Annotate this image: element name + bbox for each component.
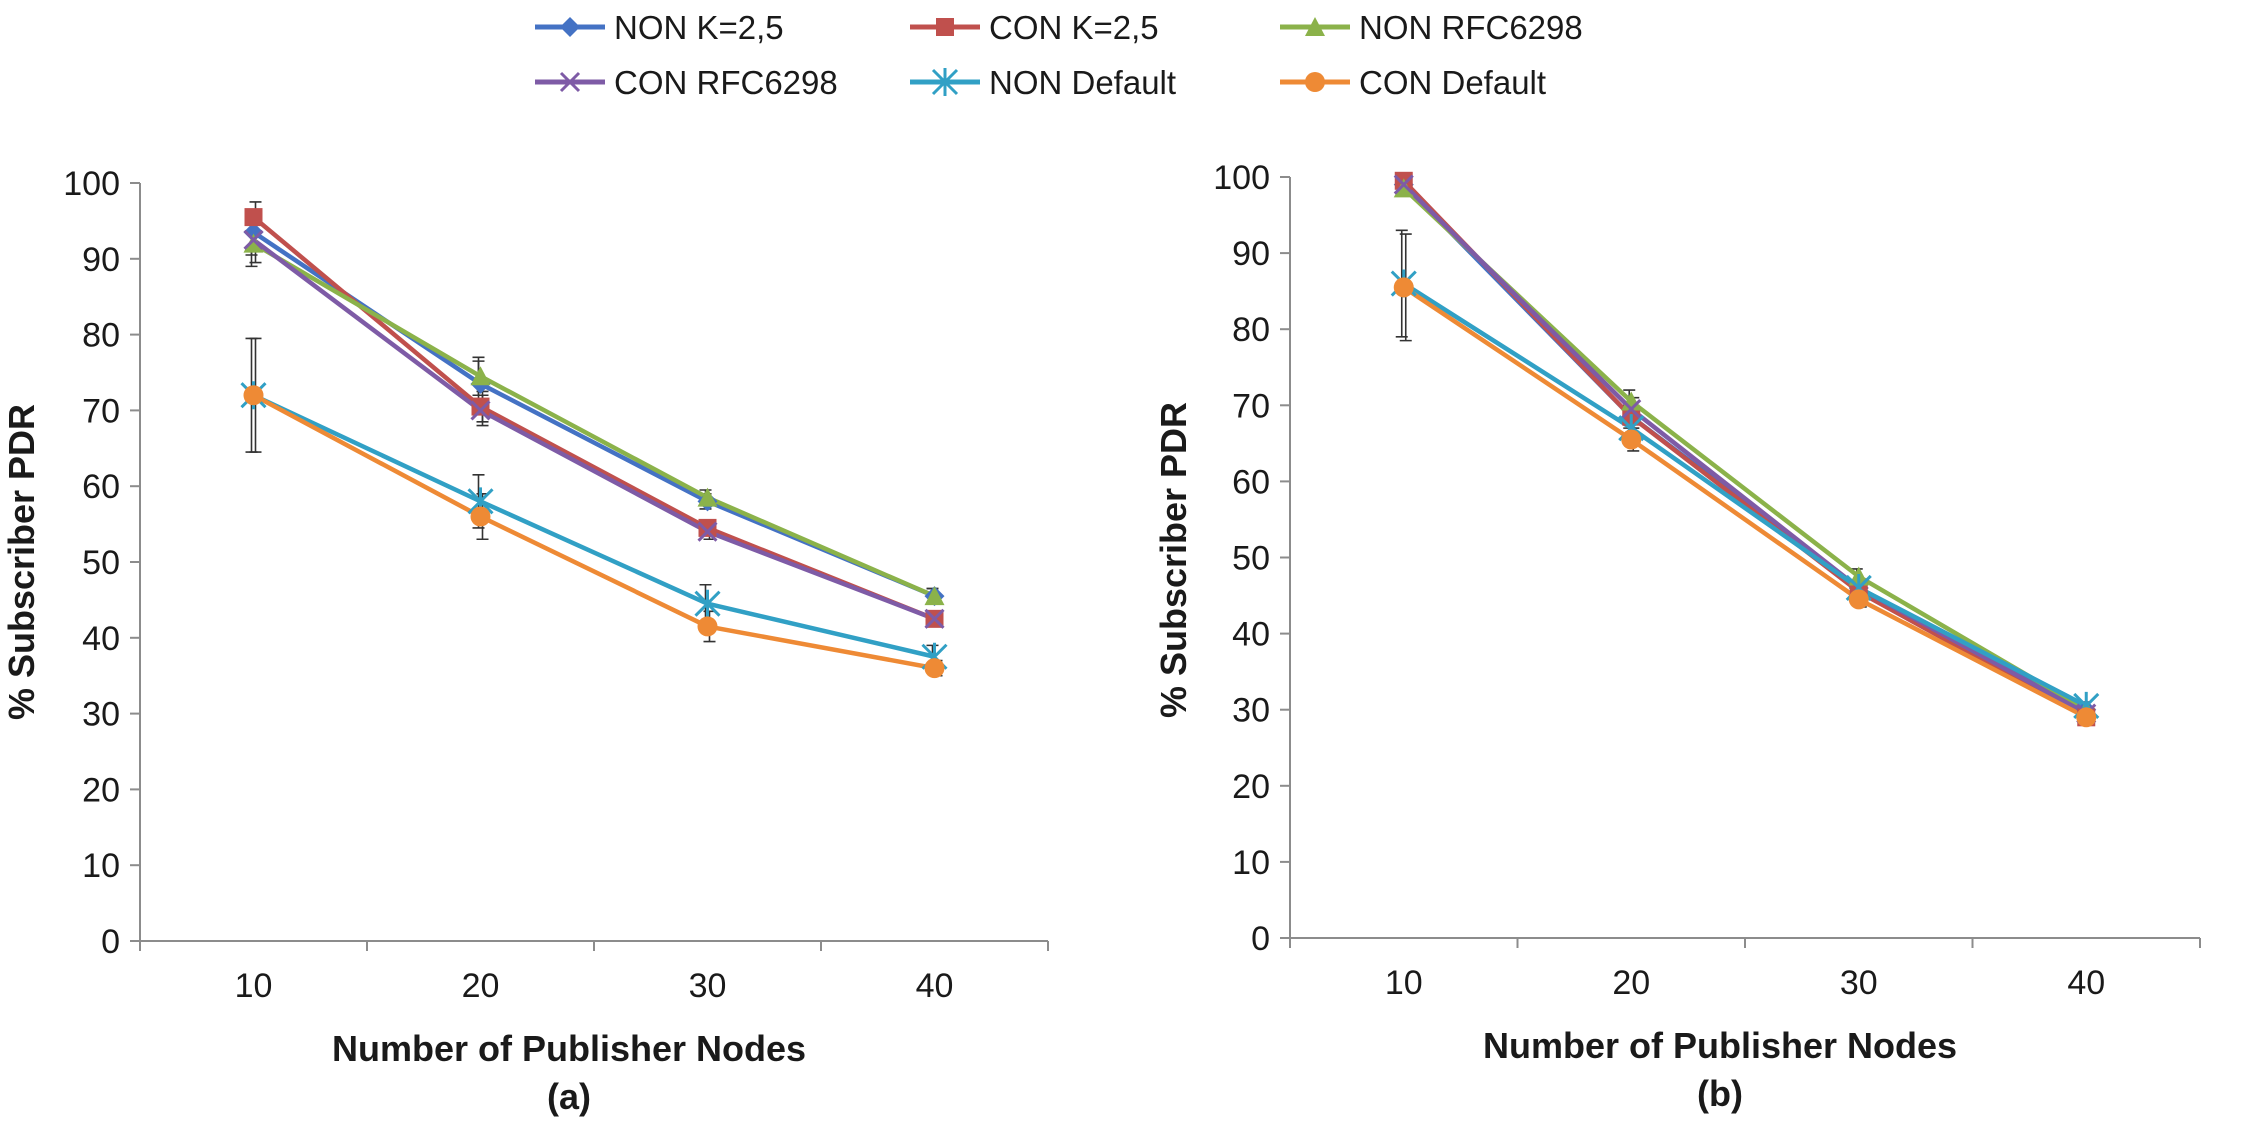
data-point-con-k-2-5 xyxy=(471,397,490,416)
data-point-con-default xyxy=(1848,589,1869,610)
data-point-con-rfc6298 xyxy=(1393,174,1414,195)
y-tick-label: 10 xyxy=(1232,844,1270,882)
y-tick-label: 70 xyxy=(1232,387,1270,425)
legend-marker-diamond-icon xyxy=(560,17,580,37)
y-tick-label: 60 xyxy=(1232,463,1270,501)
legend-marker-star-icon xyxy=(931,68,959,96)
series-line-con-default xyxy=(1402,285,2088,720)
y-tick-label: 0 xyxy=(101,923,120,961)
data-point-non-rfc6298 xyxy=(1393,178,1414,198)
y-tick-label: 30 xyxy=(82,696,120,734)
chart-a: 0 10 20 30 40 50 60 70 80 90 100 10 20 30 40 Number of … xyxy=(1,165,1049,1117)
y-tick-label: 90 xyxy=(82,241,120,279)
y-tick-label: 30 xyxy=(1232,692,1270,730)
data-point-con-rfc6298 xyxy=(243,229,264,250)
data-point-con-k-2-5 xyxy=(244,208,263,227)
series-line-non-k-2-5 xyxy=(1402,183,2088,712)
legend-label: NON K=2,5 xyxy=(614,9,784,46)
legend-entry-con-k-2-5: CON K=2,5 xyxy=(910,9,1159,46)
y-axis-title: % Subscriber PDR xyxy=(1,404,42,720)
y-tick-label: 80 xyxy=(82,317,120,355)
legend-marker-x-icon xyxy=(559,71,581,93)
y-tick-label: 20 xyxy=(1232,768,1270,806)
data-point-non-default xyxy=(694,589,721,618)
x-tick-label: 30 xyxy=(689,967,727,1005)
series-markers xyxy=(1390,171,2100,728)
series-line-con-k-2-5 xyxy=(1402,179,2088,720)
series-line-non-rfc6298 xyxy=(252,241,936,599)
y-tick-label: 40 xyxy=(1232,616,1270,654)
legend-label: CON Default xyxy=(1359,64,1546,101)
data-point-con-rfc6298 xyxy=(697,521,718,542)
x-axis-title: Number of Publisher Nodes xyxy=(332,1028,806,1069)
data-point-con-rfc6298 xyxy=(470,400,491,421)
x-axis-title: Number of Publisher Nodes xyxy=(1483,1025,1957,1066)
data-point-con-default xyxy=(1393,277,1414,298)
data-point-con-default xyxy=(470,506,491,527)
series-line-non-k-2-5 xyxy=(252,230,936,599)
y-tick-label: 80 xyxy=(1232,311,1270,349)
series-line-con-default xyxy=(252,393,935,671)
legend-entry-con-rfc6298: CON RFC6298 xyxy=(535,64,838,101)
x-tick-label: 10 xyxy=(235,967,273,1005)
series-line-con-rfc6298 xyxy=(1402,183,2088,716)
series-lines xyxy=(1402,179,2088,720)
y-tick-label: 100 xyxy=(63,165,120,203)
data-point-con-rfc6298 xyxy=(1621,399,1642,420)
legend-label: CON RFC6298 xyxy=(614,64,838,101)
y-tick-label: 20 xyxy=(82,771,120,809)
y-tick-label: 50 xyxy=(1232,540,1270,578)
legend-entry-non-k-2-5: NON K=2,5 xyxy=(535,9,784,46)
y-tick-label: 50 xyxy=(82,544,120,582)
chart-caption: (b) xyxy=(1697,1073,1743,1114)
series-markers xyxy=(240,208,948,679)
x-tick-label: 20 xyxy=(462,967,500,1005)
data-point-con-default xyxy=(1621,429,1642,450)
data-point-non-k-2-5 xyxy=(243,222,264,243)
legend-marker-triangle-icon xyxy=(1305,17,1325,36)
series-line-con-rfc6298 xyxy=(252,238,936,621)
data-point-con-k-2-5 xyxy=(698,518,717,537)
data-point-non-rfc6298 xyxy=(470,366,491,386)
error-bars xyxy=(1395,172,2095,722)
x-tick-label: 40 xyxy=(916,967,954,1005)
data-point-con-default xyxy=(697,616,718,637)
legend-entry-con-default: CON Default xyxy=(1280,64,1546,101)
y-tick-label: 90 xyxy=(1232,235,1270,273)
y-tick-label: 60 xyxy=(82,468,120,506)
legend-label: CON K=2,5 xyxy=(989,9,1159,46)
series-line-non-rfc6298 xyxy=(1402,186,2088,712)
data-point-con-default xyxy=(924,658,945,679)
y-tick-label: 70 xyxy=(82,392,120,430)
legend-marker-square-icon xyxy=(936,18,954,36)
y-tick-label: 0 xyxy=(1251,920,1270,958)
data-point-non-rfc6298 xyxy=(924,586,945,606)
data-point-con-default xyxy=(2076,707,2097,728)
chart-b: 0 10 20 30 40 50 60 70 80 90 100 10 20 30 40 Number of … xyxy=(1153,159,2201,1114)
y-tick-label: 100 xyxy=(1213,159,1270,197)
legend-label: NON Default xyxy=(989,64,1176,101)
legend: NON K=2,5 CON K=2,5 NON RFC6298 CON RFC6298… xyxy=(535,9,1583,101)
x-tick-label: 20 xyxy=(1612,964,1650,1002)
data-point-con-rfc6298 xyxy=(924,608,945,629)
data-point-non-rfc6298 xyxy=(243,233,264,253)
chart-caption: (a) xyxy=(547,1076,591,1117)
series-line-con-k-2-5 xyxy=(252,215,936,621)
legend-entry-non-default: NON Default xyxy=(910,64,1176,101)
x-tick-label: 30 xyxy=(1840,964,1878,1002)
y-axis-title: % Subscriber PDR xyxy=(1153,402,1194,718)
legend-label: NON RFC6298 xyxy=(1359,9,1583,46)
series-line-non-default xyxy=(1402,281,2088,708)
series-lines xyxy=(252,215,936,671)
data-point-con-default xyxy=(243,385,264,406)
data-point-non-rfc6298 xyxy=(697,487,718,507)
x-tick-label: 10 xyxy=(1385,964,1423,1002)
y-tick-label: 40 xyxy=(82,620,120,658)
legend-marker-circle-icon xyxy=(1305,72,1325,92)
x-tick-label: 40 xyxy=(2067,964,2105,1002)
y-tick-label: 10 xyxy=(82,847,120,885)
legend-entry-non-rfc6298: NON RFC6298 xyxy=(1280,9,1583,46)
series-line-non-default xyxy=(252,393,936,659)
